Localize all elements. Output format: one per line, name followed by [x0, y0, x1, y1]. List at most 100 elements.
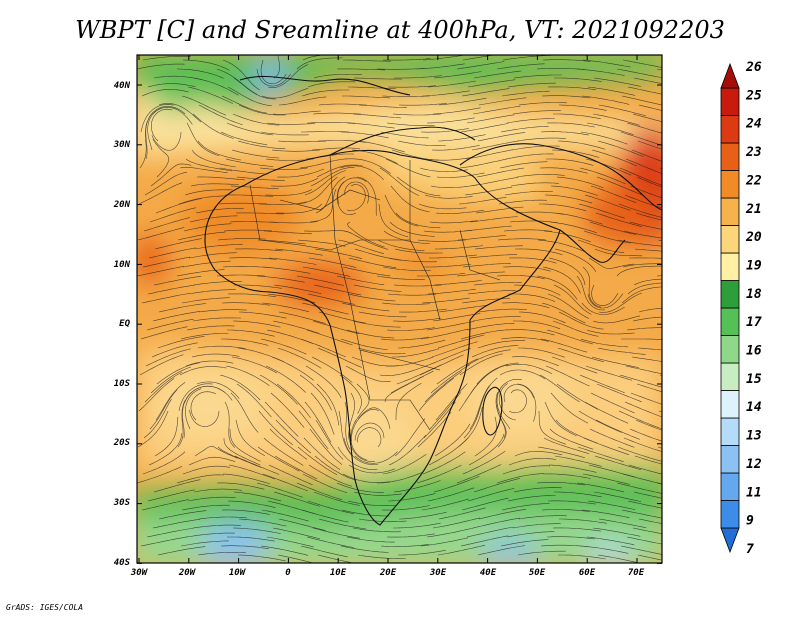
latitude-labels: 40N 30N 20N 10N EQ 10S 20S 30S 40S: [113, 81, 131, 568]
streamline: [268, 464, 313, 486]
streamline: [376, 275, 425, 280]
streamline: [432, 517, 480, 529]
streamline: [313, 491, 361, 506]
streamline: [595, 212, 643, 227]
streamline: [677, 177, 724, 183]
streamline: [217, 238, 266, 241]
streamline: [626, 327, 662, 331]
streamline: [632, 316, 662, 322]
streamline: [469, 216, 518, 223]
streamline: [348, 86, 397, 89]
streamline: [151, 342, 198, 358]
streamline: [301, 89, 350, 97]
streamline: [153, 479, 201, 493]
streamline: [592, 315, 641, 324]
streamline: [678, 348, 726, 350]
streamline: [503, 229, 552, 232]
colorbar-band: [720, 115, 740, 144]
streamline: [348, 257, 397, 268]
streamline: [192, 524, 241, 529]
colorbar: 7 9 11 12 13 14 15 16 17 18 19 20 21 22 23 24 25 26: [720, 60, 762, 557]
streamline: [656, 482, 662, 485]
streamline: [220, 545, 269, 549]
streamline: [308, 257, 357, 268]
streamline: [438, 507, 486, 520]
streamline: [339, 374, 362, 414]
streamline: [197, 552, 246, 556]
streamline: [340, 131, 389, 139]
streamline: [462, 55, 496, 61]
streamline: [267, 293, 316, 303]
streamline: [277, 140, 327, 143]
streamline: [587, 293, 624, 309]
streamline: [590, 185, 637, 203]
colorbar-band: [720, 472, 740, 501]
streamline: [500, 337, 549, 342]
streamline: [553, 284, 592, 315]
streamline: [384, 375, 425, 403]
streamline: [416, 63, 465, 70]
streamline: [467, 488, 515, 502]
lat-label-20n: 20N: [113, 200, 131, 210]
streamline: [624, 401, 662, 418]
streamline: [179, 366, 227, 376]
streamline: [582, 473, 630, 485]
streamline: [307, 500, 355, 514]
streamline: [176, 474, 225, 484]
streamline: [634, 248, 662, 252]
lon-label-20e: 20E: [379, 568, 397, 578]
streamline: [222, 473, 270, 485]
lon-label-20w: 20W: [178, 568, 197, 578]
streamline: [137, 266, 185, 277]
streamline: [502, 55, 551, 61]
streamline: [469, 385, 490, 430]
streamline: [498, 199, 547, 205]
streamline: [466, 323, 515, 331]
streamline: [235, 419, 265, 457]
streamline: [431, 341, 478, 358]
streamline: [232, 113, 280, 126]
streamline: [478, 308, 527, 313]
streamline: [660, 338, 662, 340]
streamline: [500, 126, 549, 133]
streamline: [663, 60, 711, 66]
streamline: [158, 303, 207, 313]
streamline: [509, 220, 558, 224]
streamline: [512, 110, 561, 115]
streamline: [150, 163, 192, 187]
streamline: [456, 464, 502, 484]
streamline: [657, 239, 662, 241]
streamline: [506, 329, 555, 336]
streamline: [184, 189, 233, 196]
streamline: [580, 131, 628, 145]
streamline: [627, 500, 662, 509]
lat-label-10s: 10S: [114, 379, 131, 389]
streamline: [185, 360, 234, 367]
streamline: [665, 402, 712, 412]
streamline: [263, 437, 304, 466]
streamline: [337, 177, 367, 205]
streamline: [142, 256, 191, 268]
streamline: [272, 110, 321, 115]
streamline: [496, 403, 507, 448]
colorbar-band: [720, 362, 740, 391]
streamline: [177, 231, 226, 241]
streamline: [540, 338, 588, 353]
streamline: [433, 71, 482, 79]
streamline: [345, 365, 391, 382]
streamline: [383, 230, 430, 244]
streamline: [457, 235, 506, 241]
streamline: [616, 68, 662, 78]
streamline: [658, 203, 662, 206]
streamline: [555, 212, 603, 225]
streamline: [670, 429, 717, 438]
streamline: [421, 90, 470, 97]
streamline: [418, 203, 467, 210]
streamline: [552, 320, 599, 337]
colorbar-band: [720, 197, 740, 226]
streamline: [352, 320, 401, 328]
streamline: [510, 182, 559, 187]
streamline: [395, 212, 441, 229]
streamline: [618, 203, 662, 218]
